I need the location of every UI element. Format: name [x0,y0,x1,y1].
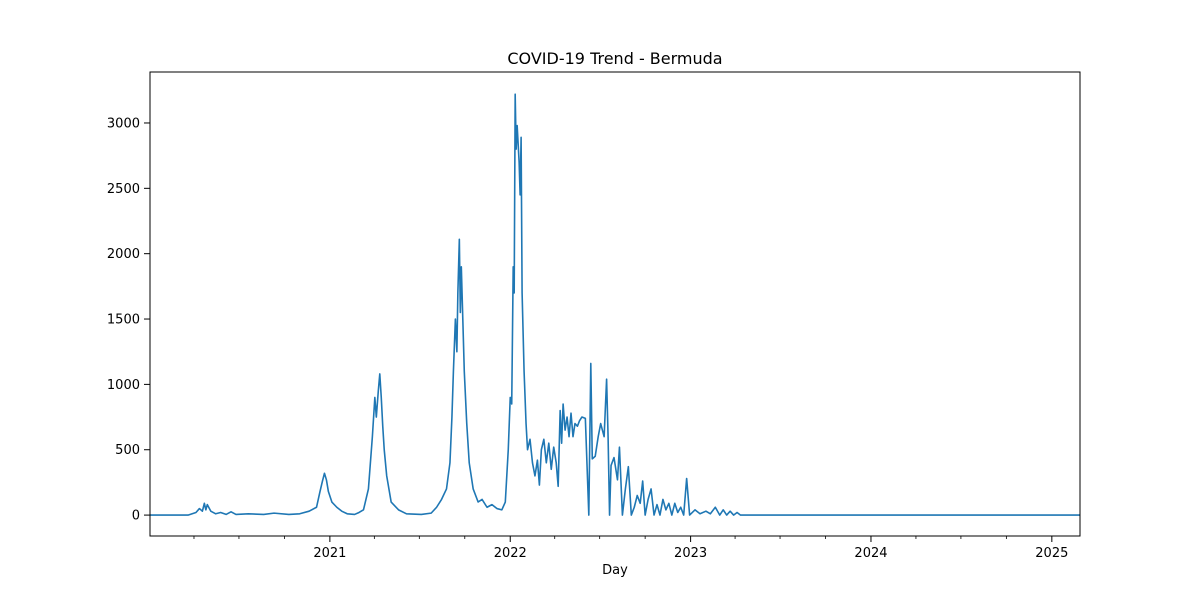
y-tick-label: 500 [115,443,140,458]
y-axis: 0 500 1000 1500 2000 2500 3000 [107,116,150,524]
y-tick-label: 1500 [107,313,140,328]
plot-area [150,93,1080,516]
y-tick-label: 2500 [107,182,140,197]
chart-title: COVID-19 Trend - Bermuda [507,49,722,68]
x-tick-label: 2025 [1035,546,1068,561]
x-tick-label: 2021 [313,546,346,561]
x-tick-label: 2023 [674,546,707,561]
x-axis-label: Day [602,563,628,578]
y-tick-label: 3000 [107,116,140,131]
x-axis: 2021 2022 2023 2024 2025 [193,536,1068,561]
y-tick-label: 0 [132,509,140,524]
x-tick-label: 2022 [494,546,527,561]
y-tick-label: 1000 [107,378,140,393]
series-line-bermuda [150,93,1080,516]
plot-frame [149,71,1081,537]
x-tick-label: 2024 [854,546,887,561]
y-tick-label: 2000 [107,247,140,262]
